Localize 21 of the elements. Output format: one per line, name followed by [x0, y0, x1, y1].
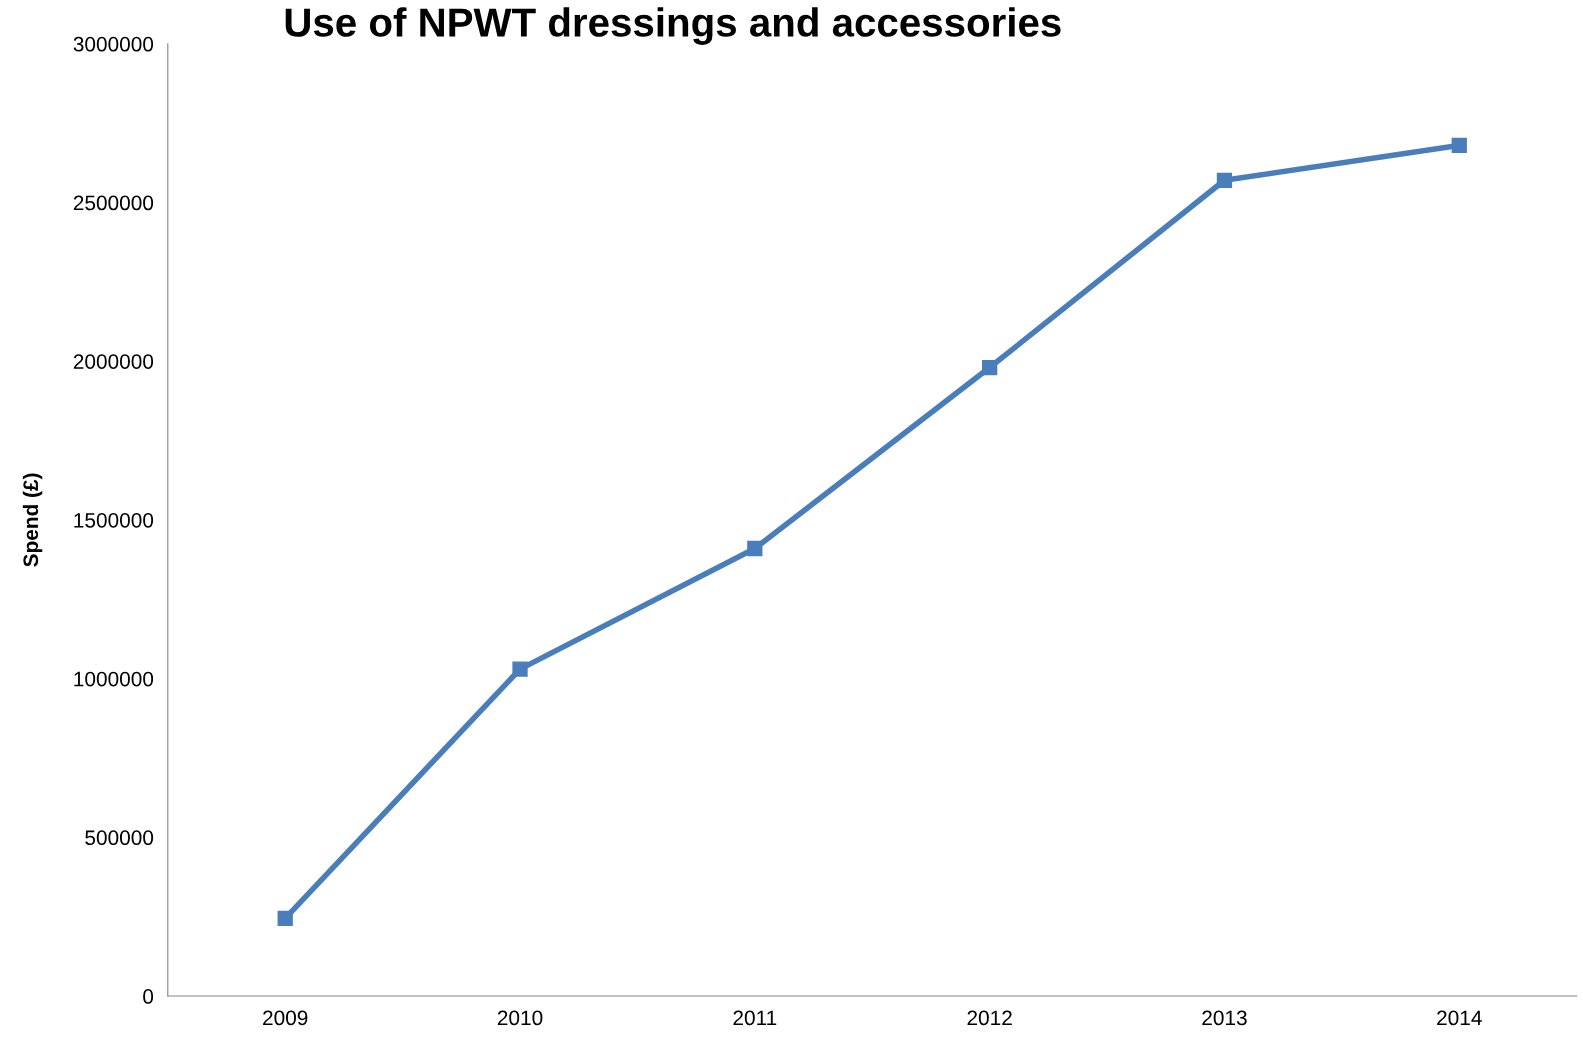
y-tick-label: 3000000	[73, 36, 154, 52]
point	[747, 540, 763, 557]
y-tick-label: 500000	[85, 830, 154, 846]
point	[981, 359, 998, 376]
point	[1451, 137, 1467, 154]
y-tick-label: 1500000	[74, 512, 154, 528]
x-tick-label: 2013	[1202, 1010, 1247, 1026]
x-tick-label: 2012	[967, 1010, 1012, 1026]
x-tick-label: 2010	[497, 1010, 543, 1026]
chart-title: Use of NPWT dressings and accessories	[285, 7, 1061, 45]
y-tick-label: 1000000	[74, 671, 154, 687]
point	[512, 661, 528, 677]
y-tick-label: 2500000	[73, 195, 154, 211]
point	[277, 910, 293, 926]
y-axis-title: Spend (£)	[22, 473, 43, 567]
x-tick-label: 2011	[733, 1010, 777, 1026]
point	[1216, 172, 1233, 188]
x-tick-label: 2014	[1437, 1010, 1482, 1026]
y-tick-label: 0	[143, 989, 154, 1004]
x-tick-label: 2009	[263, 1010, 308, 1026]
y-tick-label: 2000000	[73, 354, 154, 369]
